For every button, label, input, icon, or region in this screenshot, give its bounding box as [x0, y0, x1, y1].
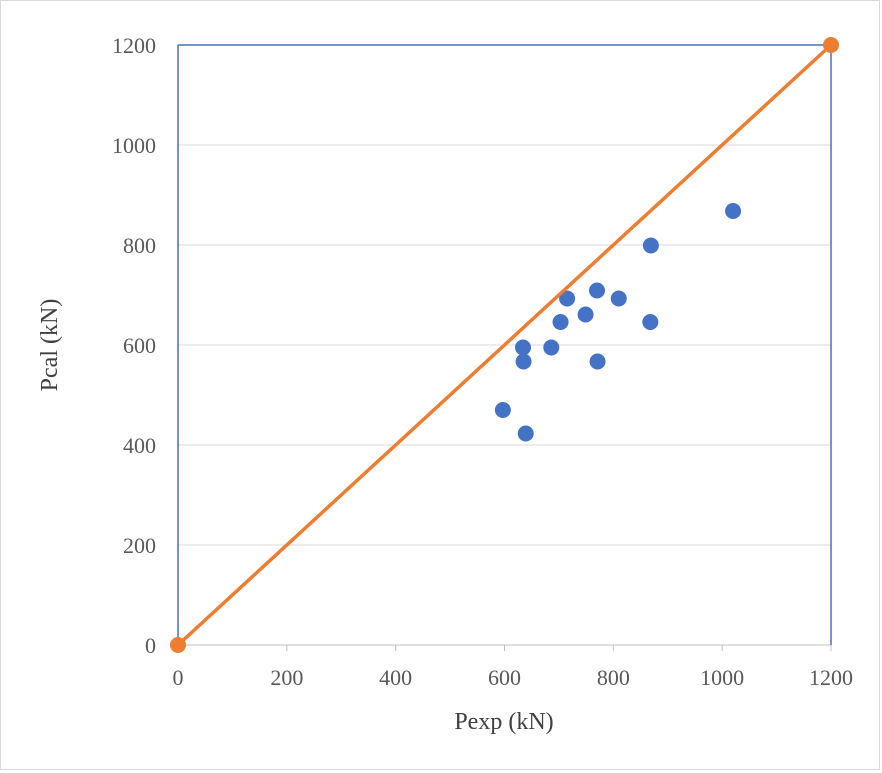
data-point — [589, 353, 606, 370]
data-point — [589, 282, 606, 299]
reference-line-marker — [170, 637, 186, 653]
x-tick-label: 1000 — [700, 665, 744, 690]
y-tick-label: 0 — [145, 633, 156, 658]
data-point — [543, 339, 560, 356]
axis-layer — [177, 44, 832, 651]
y-axis-title: Pcal (kN) — [37, 299, 63, 392]
grid-layer — [178, 44, 831, 546]
y-tick-label: 800 — [123, 233, 156, 258]
y-tick-label: 200 — [123, 533, 156, 558]
x-tick-label: 400 — [379, 665, 412, 690]
data-point — [725, 203, 742, 219]
data-point — [610, 290, 627, 307]
x-tick-label: 0 — [173, 665, 184, 690]
reference-line — [176, 43, 833, 647]
data-point — [642, 314, 659, 330]
x-tick-label: 200 — [270, 665, 303, 690]
x-tick-label: 600 — [488, 665, 521, 690]
series-layer — [170, 37, 839, 653]
data-point — [559, 290, 576, 307]
data-point — [517, 425, 534, 442]
y-tick-label: 1000 — [112, 133, 156, 158]
data-point — [552, 314, 569, 330]
data-point — [515, 353, 532, 370]
x-axis-title: Pexp (kN) — [454, 709, 553, 735]
data-point — [577, 306, 594, 323]
data-point — [642, 237, 659, 254]
y-tick-label: 400 — [123, 433, 156, 458]
y-tick-label: 600 — [123, 333, 156, 358]
reference-line-marker — [823, 37, 839, 53]
data-point — [494, 402, 511, 418]
y-tick-label: 1200 — [112, 33, 156, 58]
label-layer: 0 200 400 600 800 1000 1200 0 200 400 600 800 1000 12… — [112, 33, 853, 690]
x-tick-label: 1200 — [809, 665, 853, 690]
data-point — [515, 339, 532, 356]
x-tick-label: 800 — [597, 665, 630, 690]
